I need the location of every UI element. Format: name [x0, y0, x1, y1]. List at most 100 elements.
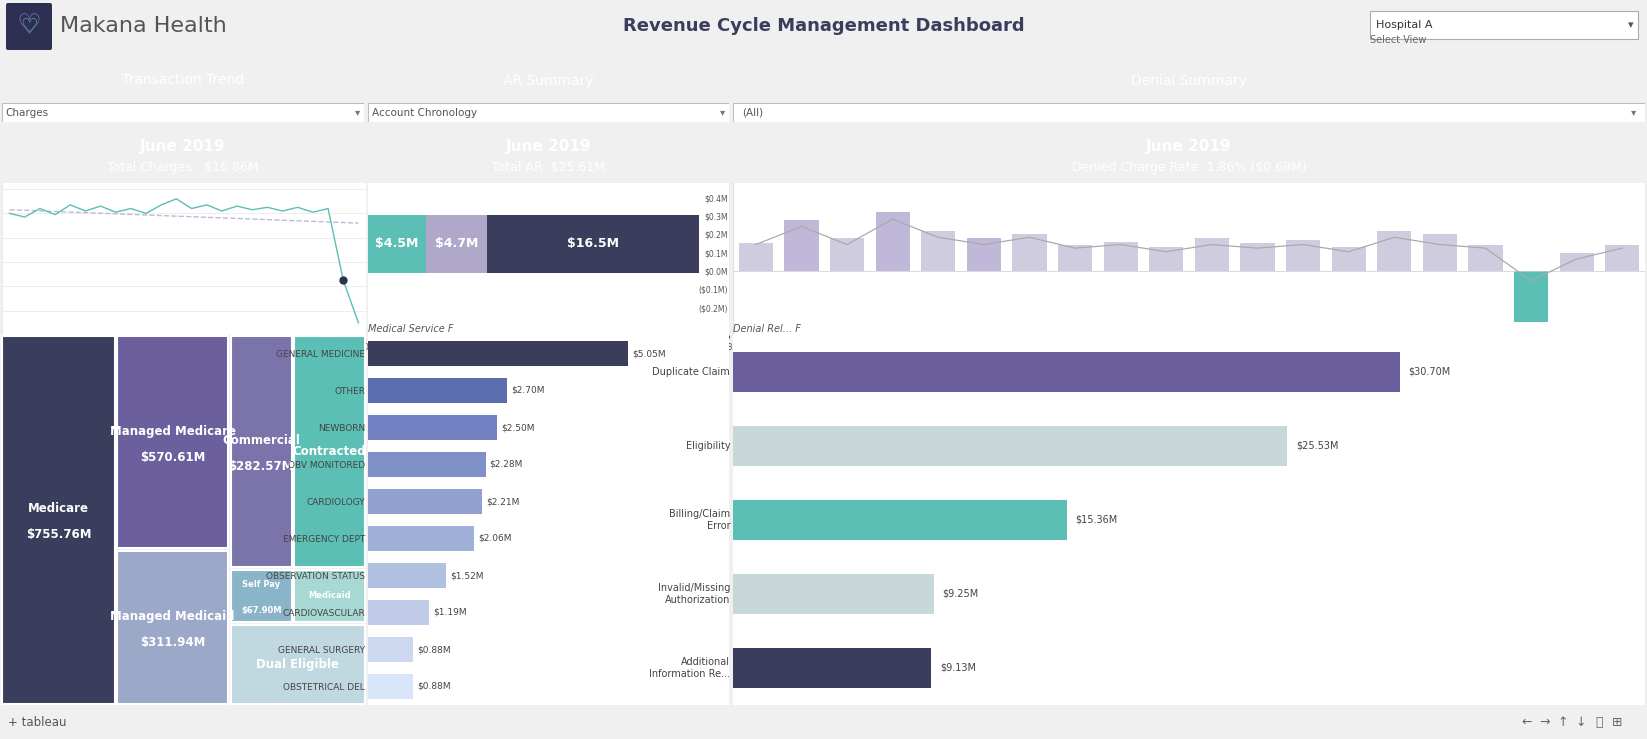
Bar: [1194, 238, 1229, 271]
Bar: [733, 352, 1400, 392]
Text: ⤢: ⤢: [1596, 715, 1603, 729]
Text: Denial Summary: Denial Summary: [1131, 73, 1247, 87]
Bar: [784, 219, 819, 271]
Text: $16.5M: $16.5M: [567, 237, 619, 251]
Text: Hospital A: Hospital A: [1375, 20, 1433, 30]
Bar: [231, 336, 292, 567]
Text: Dual Eligible: Dual Eligible: [257, 658, 339, 671]
Text: Account Chronology: Account Chronology: [372, 107, 476, 118]
Bar: [295, 570, 364, 622]
Bar: [1150, 247, 1183, 271]
Text: ▾: ▾: [1631, 107, 1635, 118]
Text: $0.88M: $0.88M: [417, 645, 451, 654]
Bar: [486, 215, 700, 273]
Bar: [427, 215, 486, 273]
Text: ↑: ↑: [1558, 715, 1568, 729]
FancyBboxPatch shape: [7, 3, 53, 50]
Bar: [1423, 234, 1458, 271]
Bar: [231, 625, 364, 704]
Bar: [1240, 243, 1275, 271]
Bar: [1606, 245, 1639, 271]
Bar: [367, 341, 629, 366]
Text: Self Pay: Self Pay: [242, 580, 280, 589]
FancyBboxPatch shape: [2, 103, 364, 122]
Text: →: →: [1540, 715, 1550, 729]
Text: Select View: Select View: [1370, 35, 1426, 45]
Text: ♡: ♡: [20, 16, 38, 35]
Bar: [1013, 234, 1046, 271]
Bar: [733, 647, 931, 688]
Bar: [117, 336, 227, 548]
Bar: [1514, 271, 1548, 322]
Bar: [295, 336, 364, 567]
Bar: [367, 638, 413, 661]
Text: $570.61M: $570.61M: [140, 451, 206, 463]
Bar: [367, 675, 413, 698]
Text: $2.50M: $2.50M: [501, 423, 535, 432]
FancyBboxPatch shape: [1370, 11, 1639, 39]
Bar: [367, 215, 427, 273]
Bar: [1377, 231, 1411, 271]
Text: Denied Charge Rate: 1.86% ($0.68M): Denied Charge Rate: 1.86% ($0.68M): [1072, 160, 1306, 174]
Text: $0.88M: $0.88M: [417, 682, 451, 691]
Bar: [733, 573, 934, 614]
Bar: [921, 231, 955, 271]
Text: Contracted: Contracted: [293, 445, 366, 458]
Text: $4.5M: $4.5M: [376, 237, 418, 251]
Bar: [367, 378, 507, 403]
Bar: [367, 489, 483, 514]
Text: ▾: ▾: [356, 107, 361, 118]
Bar: [367, 526, 474, 551]
Text: Total AR: $25.61M: Total AR: $25.61M: [492, 160, 604, 174]
Bar: [733, 426, 1288, 466]
Text: $30.70M: $30.70M: [1408, 367, 1451, 377]
Bar: [1057, 245, 1092, 271]
Text: $1.52M: $1.52M: [451, 571, 484, 580]
Bar: [1560, 253, 1594, 271]
Bar: [967, 238, 1001, 271]
Text: $4.7M: $4.7M: [435, 237, 478, 251]
Text: Transaction Trend: Transaction Trend: [122, 73, 244, 87]
Text: $25.53M: $25.53M: [1296, 441, 1339, 451]
Text: ♡: ♡: [16, 12, 41, 40]
Bar: [1331, 247, 1365, 271]
Text: Medicare: Medicare: [28, 503, 89, 515]
Text: $5.05M: $5.05M: [632, 349, 665, 358]
Text: June 2019: June 2019: [1146, 140, 1232, 154]
Bar: [740, 243, 772, 271]
Text: Managed Medicaid: Managed Medicaid: [110, 610, 236, 623]
Text: $282.57M: $282.57M: [229, 460, 293, 473]
Text: June 2019: June 2019: [140, 140, 226, 154]
Text: ⊞: ⊞: [1612, 715, 1622, 729]
Text: (All): (All): [743, 107, 763, 118]
Bar: [231, 570, 292, 622]
Bar: [830, 238, 865, 271]
Text: Revenue Cycle Management Dashboard: Revenue Cycle Management Dashboard: [623, 17, 1024, 35]
Bar: [367, 601, 430, 624]
Bar: [367, 452, 486, 477]
Text: $9.13M: $9.13M: [940, 663, 977, 673]
Text: ←: ←: [1522, 715, 1532, 729]
Text: Medicaid: Medicaid: [308, 591, 351, 600]
Text: $2.06M: $2.06M: [478, 534, 512, 543]
Text: $2.21M: $2.21M: [486, 497, 519, 506]
Text: June 2019: June 2019: [506, 140, 591, 154]
Text: Total Charges : $16.86M: Total Charges : $16.86M: [107, 160, 259, 174]
Text: $311.94M: $311.94M: [140, 636, 206, 649]
Bar: [1467, 245, 1502, 271]
Text: Medical Service F: Medical Service F: [367, 324, 453, 334]
Text: $9.25M: $9.25M: [942, 589, 978, 599]
Text: Denial Rel... F: Denial Rel... F: [733, 324, 800, 334]
Text: $1.19M: $1.19M: [433, 608, 468, 617]
Text: $2.70M: $2.70M: [511, 386, 545, 395]
FancyBboxPatch shape: [367, 103, 730, 122]
Bar: [367, 563, 446, 588]
Text: $755.76M: $755.76M: [26, 528, 91, 541]
Text: ▾: ▾: [720, 107, 725, 118]
FancyBboxPatch shape: [733, 103, 1645, 122]
Bar: [1103, 242, 1138, 271]
Text: $67.90M: $67.90M: [240, 606, 282, 615]
Text: ↓: ↓: [1576, 715, 1586, 729]
Bar: [733, 500, 1067, 540]
Bar: [367, 415, 497, 440]
